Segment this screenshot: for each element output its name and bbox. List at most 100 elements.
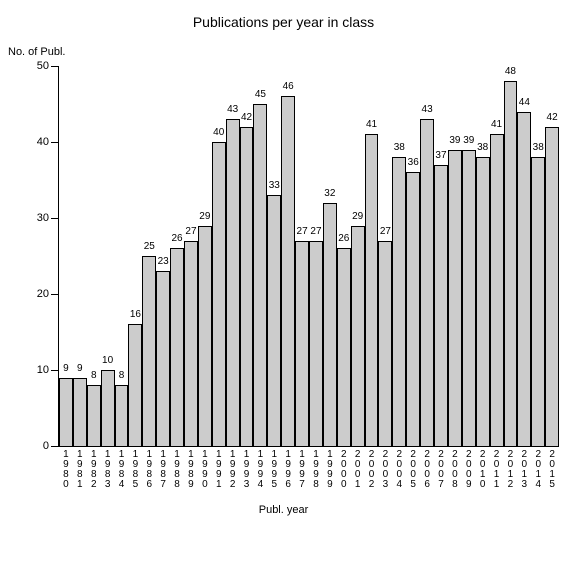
bar-rect: 8: [87, 385, 101, 446]
x-tick-label: 1999: [323, 450, 337, 490]
bar-value-label: 26: [171, 233, 183, 244]
x-tick-label: 1985: [128, 450, 142, 490]
bar: 36: [406, 66, 420, 446]
chart-title: Publications per year in class: [0, 14, 567, 30]
bar-rect: 26: [337, 248, 351, 446]
x-tick-label: 1991: [212, 450, 226, 490]
bar-rect: 37: [434, 165, 448, 446]
bar-rect: 41: [365, 134, 379, 446]
bar: 45: [253, 66, 267, 446]
bar-value-label: 27: [379, 226, 391, 237]
bar: 44: [517, 66, 531, 446]
y-tick-label: 20: [37, 288, 49, 300]
bar: 46: [281, 66, 295, 446]
x-tick-label: 2011: [490, 450, 504, 490]
x-tick-label: 1996: [281, 450, 295, 490]
y-tick: [51, 142, 59, 143]
y-tick: [51, 294, 59, 295]
bar-rect: 27: [184, 241, 198, 446]
x-tick-label: 1995: [267, 450, 281, 490]
x-tick-label: 2009: [462, 450, 476, 490]
bar-rect: 29: [198, 226, 212, 446]
bar-rect: 10: [101, 370, 115, 446]
x-tick-label: 2013: [517, 450, 531, 490]
bar-rect: 48: [504, 81, 518, 446]
bar: 38: [531, 66, 545, 446]
bar-value-label: 45: [254, 89, 266, 100]
bar-value-label: 8: [88, 370, 100, 381]
bar-rect: 9: [73, 378, 87, 446]
bar: 27: [295, 66, 309, 446]
x-tick-label: 2000: [337, 450, 351, 490]
y-tick: [51, 370, 59, 371]
bar-rect: 39: [462, 150, 476, 446]
bar-value-label: 48: [505, 66, 517, 77]
bar: 8: [87, 66, 101, 446]
bar-value-label: 10: [102, 355, 114, 366]
bar: 41: [365, 66, 379, 446]
bar: 26: [170, 66, 184, 446]
x-tick-label: 2003: [378, 450, 392, 490]
bar: 10: [101, 66, 115, 446]
x-tick-label: 1980: [59, 450, 73, 490]
bar-value-label: 43: [227, 104, 239, 115]
x-tick-label: 2007: [434, 450, 448, 490]
bar-value-label: 38: [393, 142, 405, 153]
bar-rect: 27: [309, 241, 323, 446]
bar-rect: 45: [253, 104, 267, 446]
bar-rect: 33: [267, 195, 281, 446]
bar-value-label: 40: [213, 127, 225, 138]
y-tick-label: 0: [43, 440, 49, 452]
bar-value-label: 29: [199, 211, 211, 222]
bar-rect: 27: [295, 241, 309, 446]
x-tick-label: 2012: [504, 450, 518, 490]
bar: 38: [392, 66, 406, 446]
bar-value-label: 27: [296, 226, 308, 237]
y-tick: [51, 66, 59, 67]
bar-value-label: 25: [143, 241, 155, 252]
y-axis-title: No. of Publ.: [8, 46, 65, 58]
x-tick-label: 1984: [115, 450, 129, 490]
bar: 25: [142, 66, 156, 446]
bar-value-label: 36: [407, 157, 419, 168]
bar: 32: [323, 66, 337, 446]
bar-value-label: 38: [477, 142, 489, 153]
bar-rect: 38: [476, 157, 490, 446]
bar: 27: [309, 66, 323, 446]
bar: 29: [351, 66, 365, 446]
bar: 43: [420, 66, 434, 446]
bar: 39: [448, 66, 462, 446]
chart-container: Publications per year in class No. of Pu…: [0, 0, 567, 567]
x-tick-label: 2006: [420, 450, 434, 490]
bar-value-label: 16: [129, 309, 141, 320]
x-tick-label: 1989: [184, 450, 198, 490]
x-tick-label: 2015: [545, 450, 559, 490]
bar-value-label: 26: [338, 233, 350, 244]
bar-rect: 42: [545, 127, 559, 446]
y-tick-label: 30: [37, 212, 49, 224]
bar-value-label: 39: [463, 135, 475, 146]
bar-rect: 25: [142, 256, 156, 446]
x-tick-label: 1993: [240, 450, 254, 490]
x-tick-labels: 1980198119821983198419851986198719881989…: [59, 446, 559, 490]
x-tick-label: 2010: [476, 450, 490, 490]
bar-rect: 27: [378, 241, 392, 446]
bar-rect: 40: [212, 142, 226, 446]
bar-rect: 38: [392, 157, 406, 446]
bar-value-label: 42: [546, 112, 558, 123]
bar-value-label: 32: [324, 188, 336, 199]
x-tick-label: 2008: [448, 450, 462, 490]
bar-value-label: 27: [185, 226, 197, 237]
x-tick-label: 1986: [142, 450, 156, 490]
y-tick-label: 40: [37, 136, 49, 148]
x-tick-label: 1990: [198, 450, 212, 490]
bar: 27: [184, 66, 198, 446]
bar: 29: [198, 66, 212, 446]
x-axis-title: Publ. year: [0, 504, 567, 516]
bar-rect: 39: [448, 150, 462, 446]
bars-group: 9981081625232627294043424533462727322629…: [59, 66, 559, 446]
x-tick-label: 2002: [365, 450, 379, 490]
bar: 16: [128, 66, 142, 446]
x-tick-label: 2005: [406, 450, 420, 490]
bar: 38: [476, 66, 490, 446]
